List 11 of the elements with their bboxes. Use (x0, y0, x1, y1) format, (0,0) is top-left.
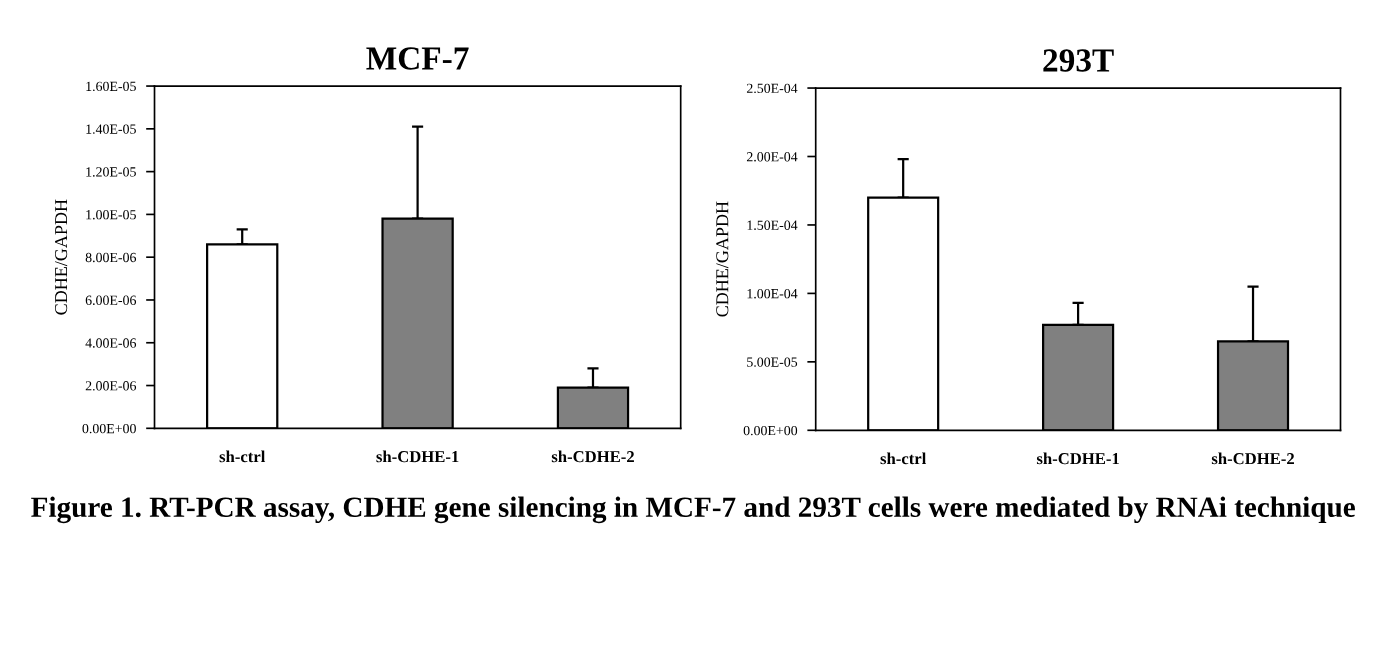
caption: Figure 1. RT-PCR assay, CDHE gene silencing in MCF-7 and 293T cells were mediated by RNAi technique (31, 496, 1355, 524)
chart-title: 293T (1043, 49, 1114, 72)
x-tick-label: sh-CDHE-1 (376, 450, 459, 463)
x-tick-label: sh-ctrl (219, 450, 266, 463)
x-tick-label: sh-CDHE-2 (551, 450, 634, 463)
x-tick-label: sh-CDHE-1 (1036, 452, 1119, 465)
y-axis-title: CDHE/GAPDH (55, 199, 68, 315)
x-tick-label: sh-CDHE-2 (1211, 452, 1294, 465)
y-axis-title: CDHE/GAPDH (716, 201, 729, 317)
x-tick-label: sh-ctrl (880, 452, 927, 465)
chart-title: MCF-7 (366, 47, 469, 70)
